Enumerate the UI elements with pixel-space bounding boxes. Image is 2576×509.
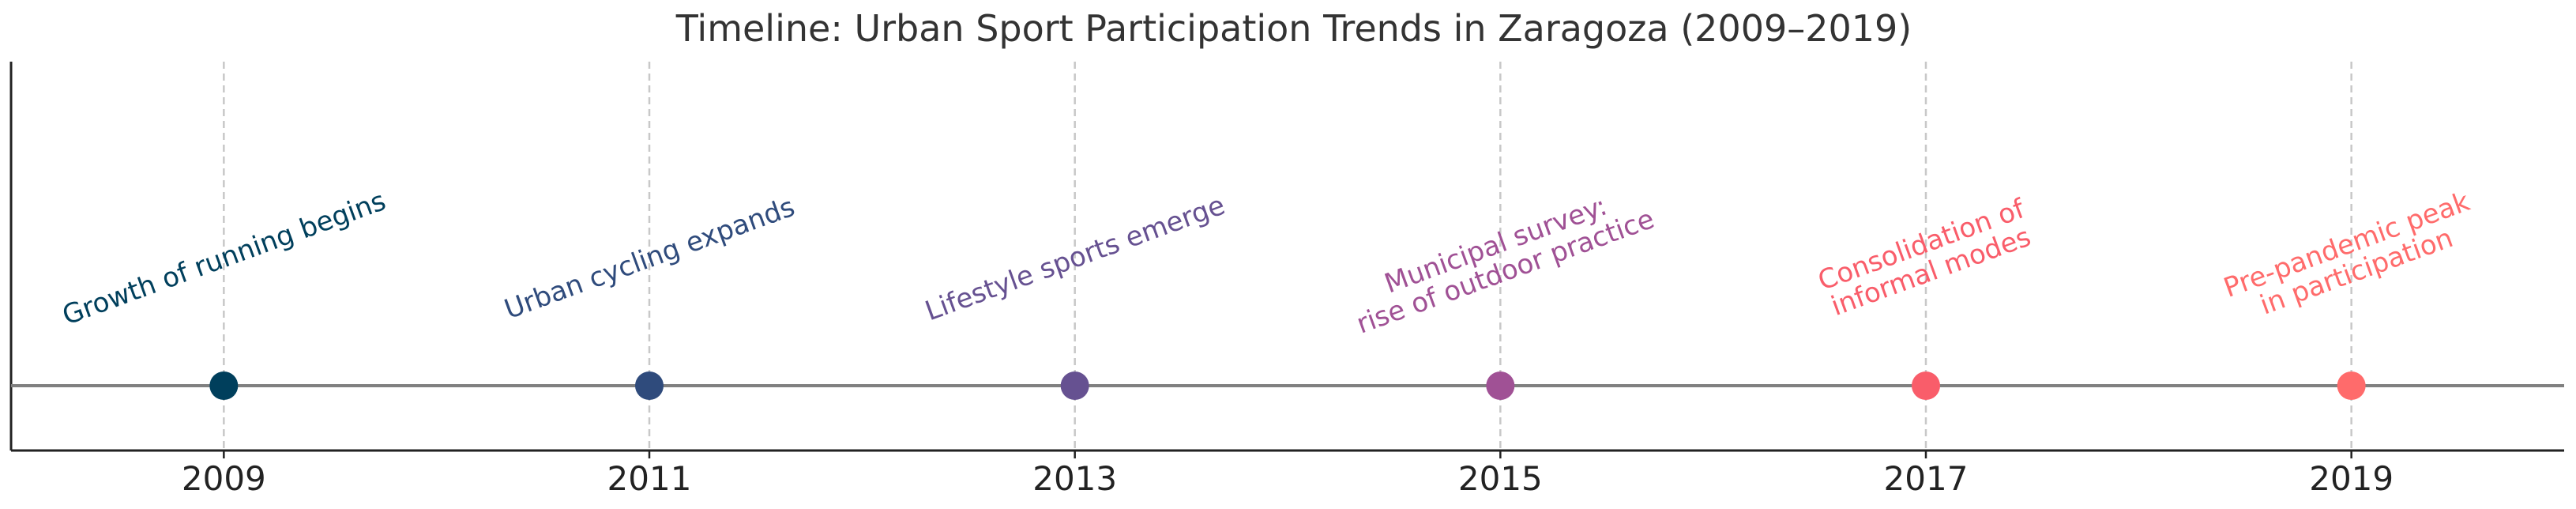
event-marker-2013 xyxy=(1060,371,1089,400)
event-labels: Growth of running begins Urban cycling ex… xyxy=(58,185,2474,340)
event-markers xyxy=(209,371,2366,400)
x-tick-label-2015: 2015 xyxy=(1458,459,1543,498)
x-tick-label-2009: 2009 xyxy=(182,459,266,498)
x-ticks: 2009 2011 2013 2015 2017 2019 xyxy=(182,451,2394,498)
event-marker-2009 xyxy=(209,371,239,400)
event-marker-2011 xyxy=(635,371,664,400)
grid-lines xyxy=(223,62,2352,451)
event-marker-2015 xyxy=(1486,371,1515,400)
chart-title: Timeline: Urban Sport Participation Tren… xyxy=(675,7,1912,50)
event-marker-2019 xyxy=(2337,371,2366,400)
x-tick-label-2019: 2019 xyxy=(2309,459,2394,498)
x-tick-label-2013: 2013 xyxy=(1032,459,1117,498)
x-tick-label-2011: 2011 xyxy=(607,459,692,498)
x-tick-label-2017: 2017 xyxy=(1884,459,1969,498)
event-marker-2017 xyxy=(1912,371,1940,400)
